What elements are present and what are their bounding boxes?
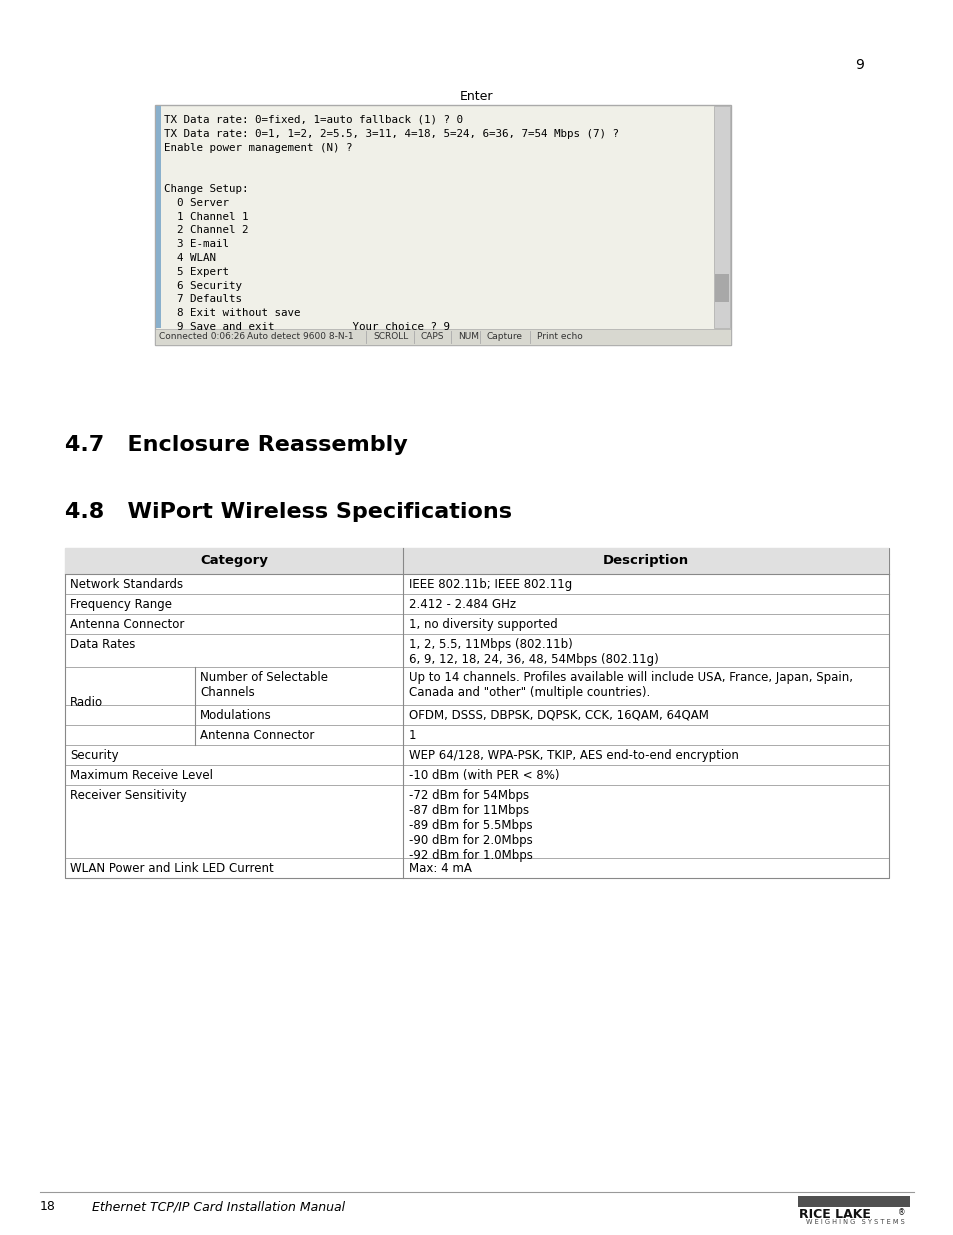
Bar xyxy=(65,548,888,574)
Text: 5 Expert: 5 Expert xyxy=(164,267,229,277)
Text: Maximum Receive Level: Maximum Receive Level xyxy=(70,769,213,782)
Text: Radio: Radio xyxy=(70,695,103,709)
Text: 9 Save and exit            Your choice ? 9: 9 Save and exit Your choice ? 9 xyxy=(164,322,450,332)
Text: 18: 18 xyxy=(40,1200,56,1213)
Text: Enter: Enter xyxy=(459,90,494,103)
Text: 6 Security: 6 Security xyxy=(164,280,242,290)
Text: Modulations: Modulations xyxy=(200,709,272,722)
Text: TX Data rate: 0=1, 1=2, 2=5.5, 3=11, 4=18, 5=24, 6=36, 7=54 Mbps (7) ?: TX Data rate: 0=1, 1=2, 2=5.5, 3=11, 4=1… xyxy=(164,128,618,138)
Text: 2 Channel 2: 2 Channel 2 xyxy=(164,226,248,236)
Text: 4.7   Enclosure Reassembly: 4.7 Enclosure Reassembly xyxy=(65,435,407,454)
Text: Frequency Range: Frequency Range xyxy=(70,598,172,611)
Text: 1: 1 xyxy=(409,729,416,742)
Bar xyxy=(713,106,729,329)
Text: Auto detect: Auto detect xyxy=(247,332,300,341)
Text: Ethernet TCP/IP Card Installation Manual: Ethernet TCP/IP Card Installation Manual xyxy=(91,1200,345,1213)
Text: 4 WLAN: 4 WLAN xyxy=(164,253,215,263)
Text: Enable power management (N) ?: Enable power management (N) ? xyxy=(164,142,352,153)
Text: WLAN Power and Link LED Current: WLAN Power and Link LED Current xyxy=(70,862,274,876)
Text: CAPS: CAPS xyxy=(420,332,444,341)
Text: 9600 8-N-1: 9600 8-N-1 xyxy=(303,332,354,341)
Bar xyxy=(154,105,730,345)
Text: 0 Server: 0 Server xyxy=(164,198,229,207)
Text: W E I G H I N G   S Y S T E M S: W E I G H I N G S Y S T E M S xyxy=(805,1219,903,1225)
Text: Category: Category xyxy=(200,555,268,567)
Text: Description: Description xyxy=(602,555,688,567)
Text: Antenna Connector: Antenna Connector xyxy=(70,618,184,631)
Text: Print echo: Print echo xyxy=(537,332,582,341)
Text: 1, no diversity supported: 1, no diversity supported xyxy=(409,618,558,631)
Bar xyxy=(156,106,161,329)
Text: -72 dBm for 54Mbps
-87 dBm for 11Mbps
-89 dBm for 5.5Mbps
-90 dBm for 2.0Mbps
-9: -72 dBm for 54Mbps -87 dBm for 11Mbps -8… xyxy=(409,789,533,862)
Text: Capture: Capture xyxy=(486,332,522,341)
Text: 1, 2, 5.5, 11Mbps (802.11b)
6, 9, 12, 18, 24, 36, 48, 54Mbps (802.11g): 1, 2, 5.5, 11Mbps (802.11b) 6, 9, 12, 18… xyxy=(409,638,659,666)
Text: Network Standards: Network Standards xyxy=(70,578,183,592)
Text: NUM: NUM xyxy=(457,332,478,341)
Text: Change Setup:: Change Setup: xyxy=(164,184,248,194)
Text: 7 Defaults: 7 Defaults xyxy=(164,294,242,304)
Text: WEP 64/128, WPA-PSK, TKIP, AES end-to-end encryption: WEP 64/128, WPA-PSK, TKIP, AES end-to-en… xyxy=(409,748,739,762)
Bar xyxy=(797,1195,909,1207)
Text: SCROLL: SCROLL xyxy=(373,332,408,341)
Text: -10 dBm (with PER < 8%): -10 dBm (with PER < 8%) xyxy=(409,769,558,782)
Text: Security: Security xyxy=(70,748,118,762)
Text: 4.8   WiPort Wireless Specifications: 4.8 WiPort Wireless Specifications xyxy=(65,501,512,522)
Text: ®: ® xyxy=(897,1208,904,1216)
Text: 2.412 - 2.484 GHz: 2.412 - 2.484 GHz xyxy=(409,598,516,611)
Text: TX Data rate: 0=fixed, 1=auto fallback (1) ? 0: TX Data rate: 0=fixed, 1=auto fallback (… xyxy=(164,115,462,125)
Text: Antenna Connector: Antenna Connector xyxy=(200,729,314,742)
Bar xyxy=(714,274,728,303)
Text: 9: 9 xyxy=(854,58,863,72)
Text: RICE LAKE: RICE LAKE xyxy=(799,1208,870,1221)
Bar xyxy=(65,548,888,878)
Text: Max: 4 mA: Max: 4 mA xyxy=(409,862,472,876)
Text: 1 Channel 1: 1 Channel 1 xyxy=(164,211,248,221)
Bar xyxy=(154,329,730,345)
Text: Data Rates: Data Rates xyxy=(70,638,135,651)
Text: Up to 14 channels. Profiles available will include USA, France, Japan, Spain,
Ca: Up to 14 channels. Profiles available wi… xyxy=(409,671,852,699)
Text: 8 Exit without save: 8 Exit without save xyxy=(164,309,300,319)
Text: 3 E-mail: 3 E-mail xyxy=(164,240,229,249)
Text: Connected 0:06:26: Connected 0:06:26 xyxy=(159,332,245,341)
Text: Receiver Sensitivity: Receiver Sensitivity xyxy=(70,789,187,802)
Text: IEEE 802.11b; IEEE 802.11g: IEEE 802.11b; IEEE 802.11g xyxy=(409,578,572,592)
Text: Number of Selectable
Channels: Number of Selectable Channels xyxy=(200,671,328,699)
Text: OFDM, DSSS, DBPSK, DQPSK, CCK, 16QAM, 64QAM: OFDM, DSSS, DBPSK, DQPSK, CCK, 16QAM, 64… xyxy=(409,709,708,722)
